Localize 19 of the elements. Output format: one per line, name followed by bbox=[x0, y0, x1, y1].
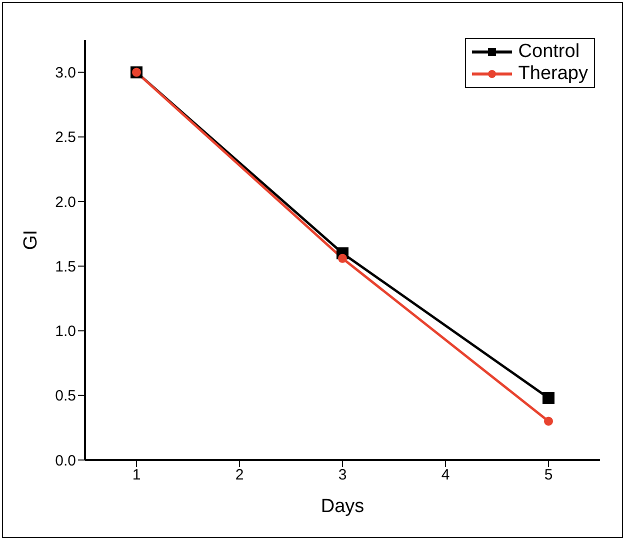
x-tick-label: 3 bbox=[338, 466, 347, 484]
point bbox=[544, 416, 553, 426]
y-tick-label: 0.5 bbox=[55, 388, 76, 405]
x-tick-label: 4 bbox=[441, 466, 450, 484]
point bbox=[542, 392, 554, 404]
x-tick-label: 2 bbox=[235, 466, 244, 484]
y-tick-label: 2.0 bbox=[55, 194, 76, 211]
y-tick-label: 1.0 bbox=[55, 323, 76, 340]
y-tick-label: 3.0 bbox=[55, 64, 76, 82]
y-tick-label: 0.0 bbox=[55, 452, 76, 470]
y-tick-label: 2.5 bbox=[55, 129, 76, 146]
legend-label: Therapy bbox=[518, 63, 588, 85]
legend-label: Control bbox=[518, 41, 580, 63]
x-axis-title: Days bbox=[320, 496, 364, 517]
x-tick-label: 5 bbox=[544, 466, 553, 484]
y-tick-label: 1.5 bbox=[55, 258, 76, 276]
point bbox=[338, 254, 347, 263]
x-tick-label: 1 bbox=[132, 466, 141, 484]
y-axis-title: GI bbox=[20, 230, 42, 250]
